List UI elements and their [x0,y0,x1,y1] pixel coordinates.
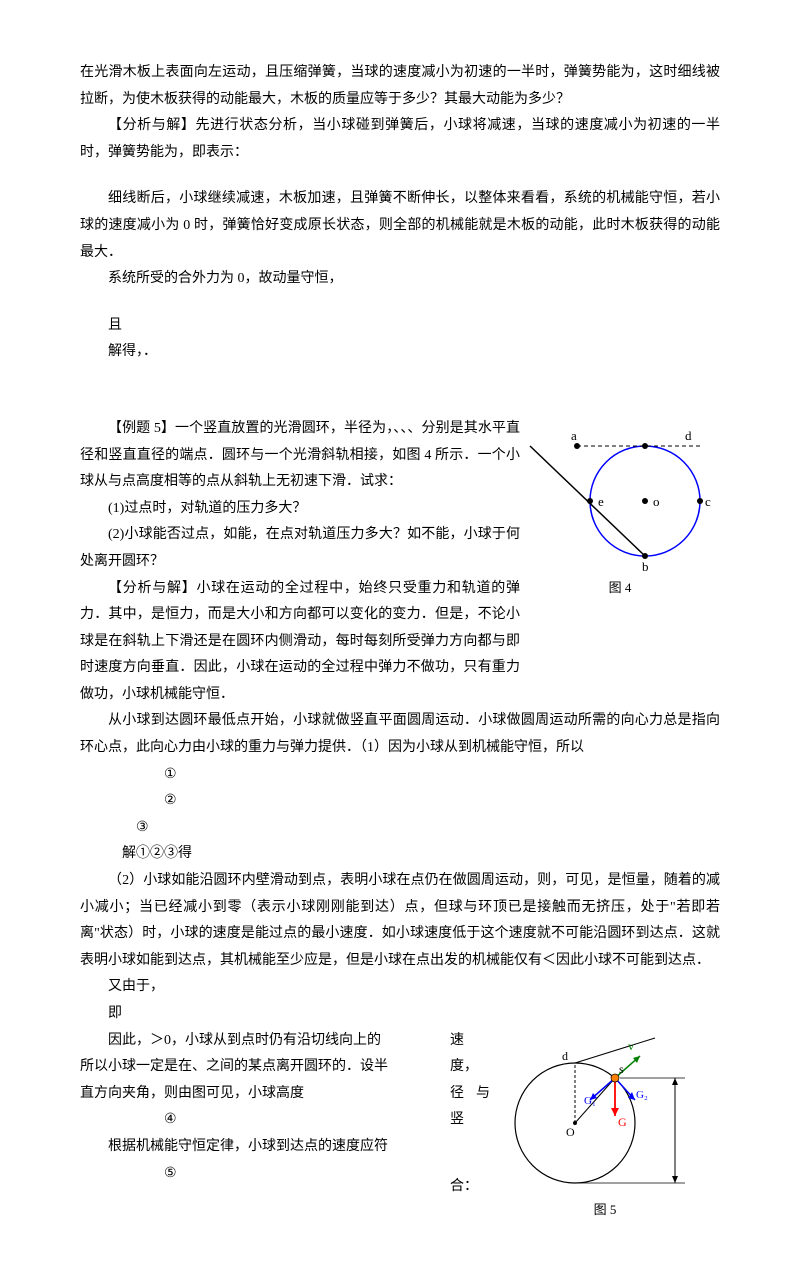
figure-5-caption: 图 5 [490,1198,720,1223]
analysis-intro: 【分析与解】先进行状态分析，当小球碰到弹簧后，小球将减速，当球的速度减小为初速的… [80,113,720,166]
paragraph: 在光滑木板上表面向左运动，且压缩弹簧，当球的速度减小为初速的一半时，弹簧势能为，… [80,60,720,113]
text: 所以小球一定是在、之间的某点离开圆环的．设半 [80,1059,388,1074]
equation-4: ④ [80,1107,450,1134]
svg-text:s: s [619,1062,624,1076]
equation-5: ⑤ [80,1161,450,1188]
question-1: (1)过点时，对轨道的压力多大？ [80,496,520,523]
paragraph: 且 [80,313,720,340]
text: 合： [450,1174,490,1201]
paragraph: 细线断后，小球继续减速，木板加速，且弹簧不断伸长，以整体来看看，系统的机械能守恒… [80,186,720,266]
paragraph: 解得，． [80,339,720,366]
text: 根据机械能守恒定律，小球到达点的速度应符 [108,1139,388,1154]
analysis-5: 【分析与解】小球在运动的全过程中，始终只受重力和轨道的弹力．其中，是恒力，而是大… [80,576,520,709]
paragraph: 即 [80,1001,720,1028]
label-e: e [598,494,604,509]
text: 因此，＞0，小球从到点时仍有沿切线向上的 [108,1033,381,1048]
text: 径与竖 [450,1081,490,1134]
question-2: (2)小球能否过点，如能，在点对轨道压力多大？如不能，小球于何处离开圆环？ [80,522,520,575]
svg-text:G: G [618,1115,627,1129]
paragraph: 又由于， [80,974,720,1001]
svg-text:v: v [628,1039,634,1053]
paragraph: （2）小球如能沿圆环内壁滑动到点，表明小球在点仍在做圆周运动，则，可见，是恒量，… [80,868,720,974]
figure-5: d s v G₁ G₂ G O [500,1028,710,1198]
paragraph: 因此，＞0，小球从到点时仍有沿切线向上的 [80,1028,450,1055]
paragraph: 所以小球一定是在、之间的某点离开圆环的．设半 [80,1054,450,1081]
svg-text:G₂: G₂ [636,1089,648,1101]
svg-text:d: d [562,1049,568,1063]
paragraph: 从小球到达圆环最低点开始，小球就做竖直平面圆周运动．小球做圆周运动所需的向心力总… [80,708,720,761]
text: 速度， [450,1028,490,1081]
figure-4-caption: 图 4 [520,576,720,601]
label-c: c [705,494,711,509]
paragraph: 系统所受的合外力为 0，故动量守恒， [80,266,720,293]
label-a: a [571,428,577,443]
paragraph: 解①②③得 [80,841,720,868]
equation-1: ① [80,762,720,789]
figure-4: a d c b e o [525,416,715,576]
equation-2: ② [80,788,720,815]
svg-text:G₁: G₁ [584,1095,596,1107]
label-b: b [642,559,649,574]
equation-3: ③ [80,815,720,842]
paragraph: 直方向夹角，则由图可见，小球高度 [80,1081,450,1108]
example-5-stem: 【例题 5】一个竖直放置的光滑圆环，半径为，、、、分别是其水平直径和竖直直径的端… [80,416,520,496]
label-d: d [685,428,692,443]
paragraph: 根据机械能守恒定律，小球到达点的速度应符 [80,1134,450,1161]
label-o: o [653,494,660,509]
